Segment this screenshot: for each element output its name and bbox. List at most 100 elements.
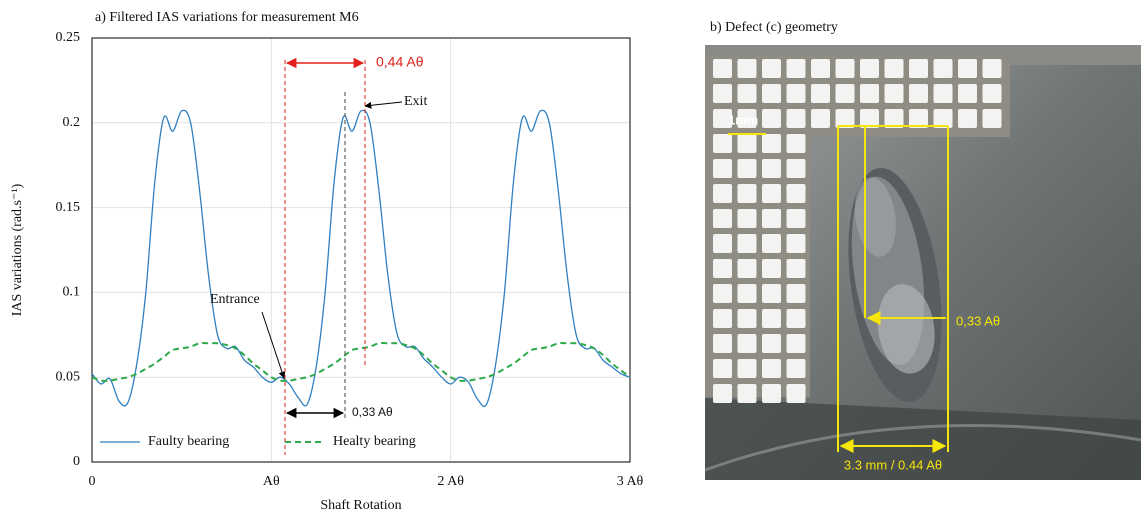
grid-square <box>737 59 757 78</box>
series-line <box>91 109 631 408</box>
image-title: b) Defect (c) geometry <box>710 20 838 35</box>
annotation: Entrance <box>210 292 260 307</box>
chart-title: a) Filtered IAS variations for measureme… <box>95 10 359 25</box>
grid-square <box>933 109 953 128</box>
grid-square <box>713 159 732 178</box>
grid-square <box>982 84 1002 103</box>
grid-square <box>737 209 757 228</box>
grid-square <box>786 159 806 178</box>
grid-square <box>786 59 806 78</box>
grid-square <box>811 109 830 128</box>
grid-square <box>713 59 732 78</box>
grid-square <box>884 84 904 103</box>
grid-square <box>786 134 806 153</box>
grid-square <box>762 184 781 203</box>
grid-square <box>713 209 732 228</box>
grid-square <box>762 309 781 328</box>
grid-square <box>762 159 781 178</box>
grid-square <box>762 234 781 253</box>
grid-square <box>762 334 781 353</box>
grid-square <box>958 84 977 103</box>
grid-square <box>909 109 928 128</box>
grid-square <box>982 109 1002 128</box>
grid-square <box>860 59 879 78</box>
series-line <box>91 342 631 382</box>
grid-square <box>762 84 781 103</box>
grid-square <box>786 309 806 328</box>
grid-square <box>713 259 732 278</box>
grid-square <box>982 59 1002 78</box>
y-tick-label: 0.2 <box>63 115 81 130</box>
grid-square <box>737 184 757 203</box>
grid-square <box>713 309 732 328</box>
grid-square <box>762 134 781 153</box>
y-tick-label: 0.15 <box>56 200 81 215</box>
grid-square <box>884 59 904 78</box>
length-label: 3.3 mm / 0.44 Aθ <box>844 457 942 472</box>
depth-label: 0,33 Aθ <box>956 313 1000 328</box>
grid-square <box>909 59 928 78</box>
grid-square <box>786 109 806 128</box>
y-tick-label: 0.05 <box>56 369 81 384</box>
grid-square <box>762 284 781 303</box>
grid-square <box>762 59 781 78</box>
grid-square <box>835 109 855 128</box>
grid-square <box>737 234 757 253</box>
grid-square <box>713 109 732 128</box>
grid-square <box>762 109 781 128</box>
grid-square <box>860 109 879 128</box>
grid-square <box>713 384 732 403</box>
grid-square <box>737 159 757 178</box>
grid-square <box>933 59 953 78</box>
grid-square <box>786 84 806 103</box>
x-axis-label: Shaft Rotation <box>320 498 401 513</box>
grid-square <box>737 334 757 353</box>
grid-square <box>737 384 757 403</box>
y-tick-label: 0.25 <box>56 30 81 45</box>
grid-square <box>762 384 781 403</box>
grid-square <box>786 234 806 253</box>
grid-square <box>786 284 806 303</box>
legend-label: Faulty bearing <box>148 434 229 449</box>
y-tick-label: 0.1 <box>63 285 81 300</box>
plot: 0 0.05 0.1 0.15 0.2 0.25 0 Aθ 2 Aθ 3 Aθ Faulty bea… <box>56 30 644 489</box>
grid-square <box>713 134 732 153</box>
grid-square <box>713 184 732 203</box>
grid-square <box>713 84 732 103</box>
grid-square <box>713 234 732 253</box>
grid-square <box>762 209 781 228</box>
x-tick-label: 0 <box>89 474 96 489</box>
scale-label: 1mm <box>728 112 758 127</box>
grid-square <box>737 84 757 103</box>
grid-square <box>737 109 757 128</box>
y-axis-label: IAS variations (rad.s⁻¹) <box>10 183 25 316</box>
grid-square <box>786 259 806 278</box>
annotation: 0,44 Aθ <box>376 54 424 70</box>
grid-square <box>860 84 879 103</box>
grid-square <box>737 134 757 153</box>
annotation: Exit <box>404 94 427 109</box>
grid-square <box>811 84 830 103</box>
annotation-arrow <box>364 101 403 109</box>
grid-square <box>786 209 806 228</box>
x-tick-label: Aθ <box>263 474 280 489</box>
grid-square <box>762 259 781 278</box>
grid-square <box>958 59 977 78</box>
grid-square <box>713 284 732 303</box>
x-tick-label: 3 Aθ <box>617 474 644 489</box>
grid-square <box>737 309 757 328</box>
grid-square <box>933 84 953 103</box>
grid-square <box>737 284 757 303</box>
grid-square <box>835 59 855 78</box>
grid-square <box>737 359 757 378</box>
grid-square <box>909 84 928 103</box>
legend-label: Healty bearing <box>333 434 416 449</box>
annotation-arrow <box>261 311 286 379</box>
grid-square <box>737 259 757 278</box>
grid-square <box>811 59 830 78</box>
x-tick-label: 2 Aθ <box>437 474 464 489</box>
grid-square <box>713 359 732 378</box>
photo-markup <box>728 125 949 453</box>
annotation: 0,33 Aθ <box>352 405 393 419</box>
